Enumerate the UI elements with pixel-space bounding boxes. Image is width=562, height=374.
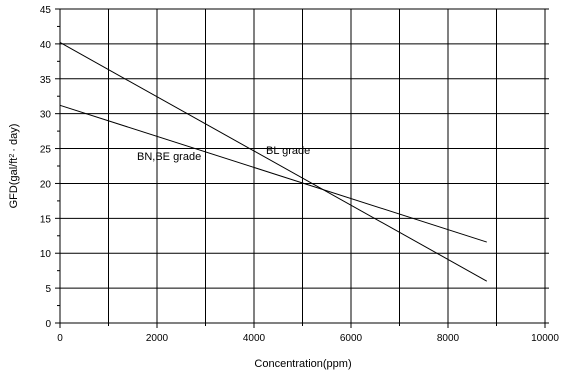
y-tick-label: 40 bbox=[40, 40, 52, 51]
axis-ticks bbox=[55, 8, 549, 328]
y-axis-label: GFD(gal/ft2 · day) bbox=[8, 124, 20, 209]
y-axis-label-sup: 2 bbox=[9, 154, 16, 158]
series-lines bbox=[59, 42, 488, 282]
y-tick-label: 15 bbox=[40, 214, 52, 225]
y-tick-label: 5 bbox=[45, 284, 51, 295]
x-tick-label: 4000 bbox=[243, 333, 266, 344]
series-label-bl-grade: BL grade bbox=[266, 145, 310, 157]
x-axis-label: Concentration(ppm) bbox=[254, 358, 351, 370]
gridlines bbox=[60, 9, 545, 323]
y-axis-label-main: GFD(gal/ft bbox=[8, 158, 20, 209]
y-tick-label: 0 bbox=[45, 319, 51, 330]
series-line-1 bbox=[59, 104, 487, 243]
y-tick-label: 25 bbox=[40, 145, 52, 156]
y-tick-label: 45 bbox=[40, 5, 52, 16]
y-axis-label-tail: · day) bbox=[8, 124, 20, 152]
x-tick-label: 8000 bbox=[437, 333, 460, 344]
x-tick-label: 6000 bbox=[340, 333, 363, 344]
series-label-bn-be-grade: BN,BE grade bbox=[137, 151, 201, 163]
y-tick-label: 10 bbox=[40, 249, 52, 260]
y-tick-label: 35 bbox=[40, 75, 52, 86]
x-tick-label: 2000 bbox=[146, 333, 169, 344]
y-tick-labels: 0 5 10 15 20 25 30 35 40 45 bbox=[40, 5, 52, 330]
x-tick-labels: 0 2000 4000 6000 8000 10000 bbox=[57, 333, 559, 344]
x-tick-label: 10000 bbox=[531, 333, 559, 344]
y-tick-label: 30 bbox=[40, 110, 52, 121]
series-line-0 bbox=[59, 42, 488, 282]
x-tick-label: 0 bbox=[57, 333, 63, 344]
y-tick-label: 20 bbox=[40, 179, 52, 190]
